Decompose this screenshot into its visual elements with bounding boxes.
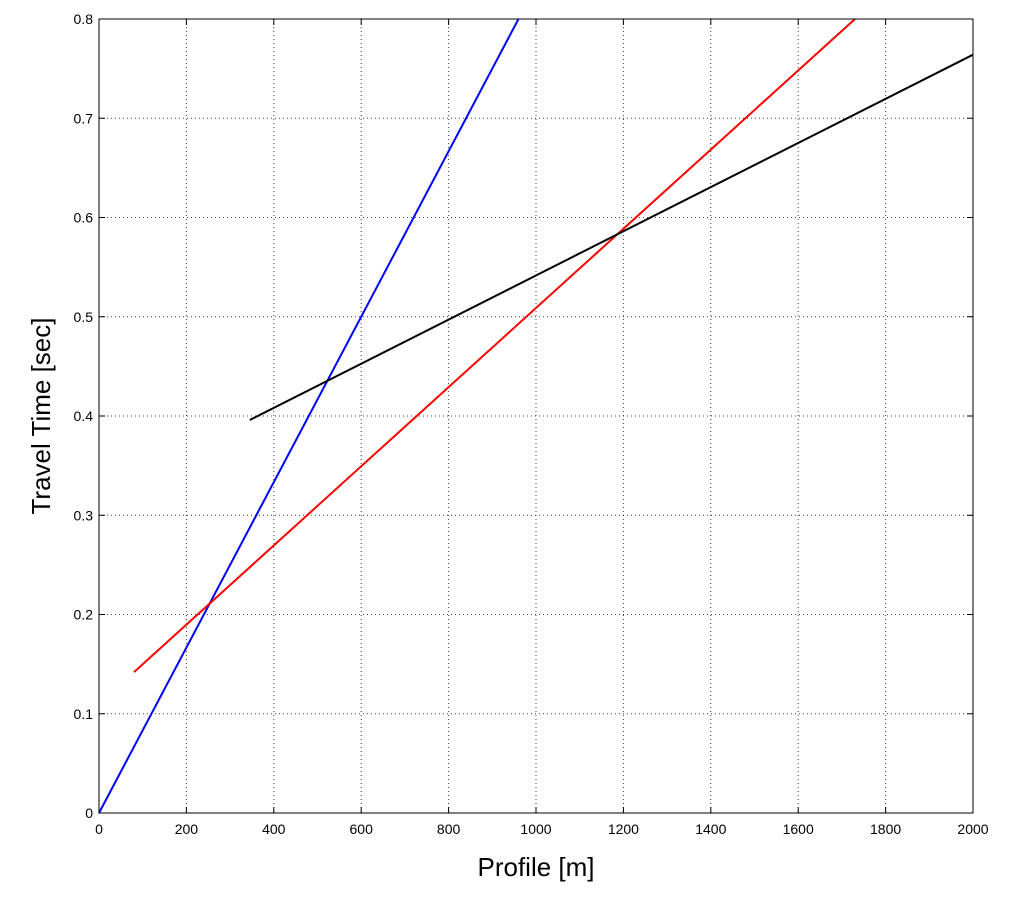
y-tick-label: 0 xyxy=(85,805,93,821)
x-tick-label: 200 xyxy=(175,821,199,837)
x-tick-label: 1400 xyxy=(695,821,726,837)
series-line-1 xyxy=(98,18,520,814)
y-tick-label: 0.3 xyxy=(74,507,94,523)
y-tick-label: 0.7 xyxy=(74,110,94,126)
grid xyxy=(99,19,973,813)
y-axis-label: Travel Time [sec] xyxy=(26,318,56,515)
x-tick-labels: 0 200 400 600 800 1000 1200 1400 1600 1800 2000 xyxy=(95,821,989,837)
series-line-3 xyxy=(249,53,974,421)
y-tick-label: 0.8 xyxy=(74,11,94,27)
y-tick-label: 0.4 xyxy=(74,408,94,424)
x-tick-label: 1000 xyxy=(520,821,551,837)
x-axis-label: Profile [m] xyxy=(477,852,594,882)
x-tick-label: 1200 xyxy=(608,821,639,837)
y-tick-label: 0.2 xyxy=(74,607,94,623)
y-tick-labels: 0 0.1 0.2 0.3 0.4 0.5 0.6 0.7 0.8 xyxy=(74,11,94,821)
x-tick-label: 1600 xyxy=(783,821,814,837)
y-tick-label: 0.6 xyxy=(74,210,94,226)
x-tick-label: 0 xyxy=(95,821,103,837)
x-tick-label: 2000 xyxy=(957,821,988,837)
series-lines xyxy=(98,18,974,814)
x-tick-label: 400 xyxy=(262,821,286,837)
x-tick-label: 1800 xyxy=(870,821,901,837)
y-tick-label: 0.1 xyxy=(74,706,94,722)
series-line-2 xyxy=(133,18,856,673)
y-tick-label: 0.5 xyxy=(74,309,94,325)
axis-ticks xyxy=(98,18,974,814)
x-tick-label: 800 xyxy=(437,821,461,837)
x-tick-label: 600 xyxy=(350,821,374,837)
